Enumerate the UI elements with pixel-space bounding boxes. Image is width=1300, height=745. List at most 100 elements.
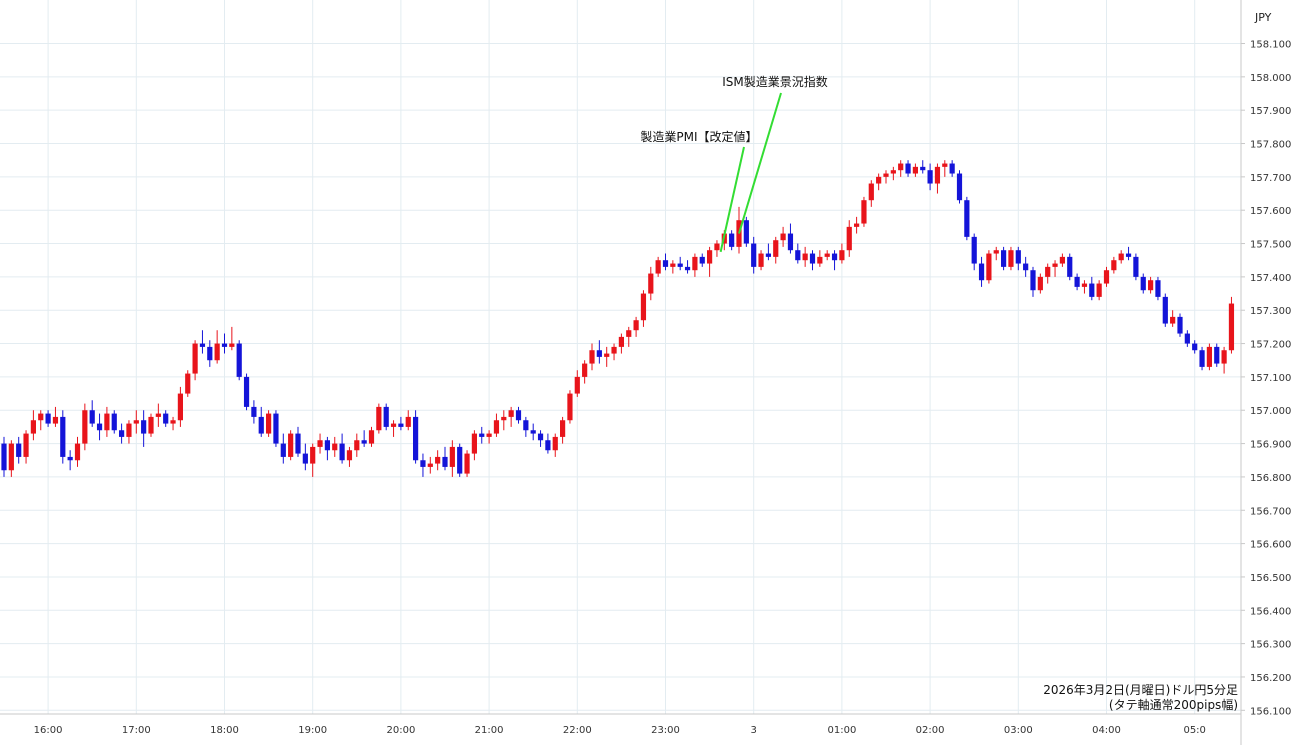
candle [82,403,88,451]
candle-body [971,236,977,264]
candle [596,340,602,364]
candle-body [780,233,786,241]
candle-body [1155,280,1161,297]
candle-body [1045,266,1051,277]
candle-body [905,163,911,174]
y-tick-label: 156.600 [1250,540,1291,551]
candle-body [1001,250,1007,267]
candle-body [574,376,580,394]
candle-body [618,336,624,347]
candle [177,386,183,427]
candle-body [1096,283,1102,297]
candle [52,406,59,427]
candle-body [295,433,301,454]
candle [457,443,463,477]
candle [861,196,867,227]
candle [1111,256,1117,274]
candle [8,440,14,477]
candle [486,430,492,444]
candle [111,410,117,434]
candle-body [831,253,838,261]
candle [920,160,926,174]
candle-body [243,376,250,407]
candle-body [104,413,110,431]
candle-body [677,263,683,267]
candle-body [684,266,691,271]
candle [1148,276,1154,294]
candle-body [457,446,463,474]
candle-body [890,170,896,174]
candle [464,450,470,477]
candle [23,430,29,464]
candle-body [317,440,323,447]
candle-body [714,243,720,251]
candle [96,413,103,441]
x-tick-label: 20:00 [386,725,415,736]
candle [288,430,294,461]
candle-body [699,256,705,264]
candle [1103,266,1110,287]
candle-body [949,163,955,174]
candle-body [52,416,59,424]
candle-body [435,456,441,464]
candle [743,216,749,247]
candle-body [405,416,411,427]
candle-body [567,393,573,421]
candle-body [449,446,455,467]
candle-body [1140,276,1146,291]
candle [185,370,191,397]
candle [751,236,757,274]
candle-body [221,343,228,347]
candle [846,220,852,257]
candle [214,330,220,364]
candle-body [809,253,816,264]
candle [765,243,771,261]
candle-body [787,233,794,251]
candle [413,410,419,464]
candle [420,453,426,477]
candle [148,413,154,437]
y-tick-label: 157.500 [1250,240,1291,251]
candle-body [229,343,235,347]
candle [310,443,316,477]
candle-body [214,343,220,361]
candle-body [508,410,514,417]
candle-body [324,440,330,451]
candle-body [1177,316,1183,334]
candle-body [23,433,29,457]
candle [927,163,933,191]
candle-body [795,250,801,261]
y-tick-label: 158.000 [1250,73,1291,84]
candle [883,170,889,184]
candle [332,436,338,457]
annotation-line [738,92,782,234]
y-tick-label: 156.100 [1250,706,1291,717]
candle [934,163,941,194]
candle [817,250,823,267]
candle [640,290,647,327]
candle-body [824,253,830,257]
candle-body [978,263,985,281]
candle [854,216,860,234]
candle-body [1103,270,1110,284]
candle-body [876,176,882,184]
candle-body [1170,316,1176,324]
annotation-label: ISM製造業景況指数 [722,74,828,89]
candle-body [758,253,764,267]
candle-body [986,253,992,281]
candle-body [126,423,132,437]
y-tick-label: 157.000 [1250,406,1291,417]
candle-body [38,413,44,421]
candle [383,403,389,431]
candle [993,246,999,261]
candle [1089,276,1095,301]
candle-body [141,420,147,434]
candle-body [163,413,169,424]
candle [1045,263,1051,284]
candle [1,436,7,477]
candle-body [148,416,154,434]
candle-body [912,166,918,174]
candle-body [927,170,933,184]
candle [758,250,764,271]
candle [1030,266,1036,297]
